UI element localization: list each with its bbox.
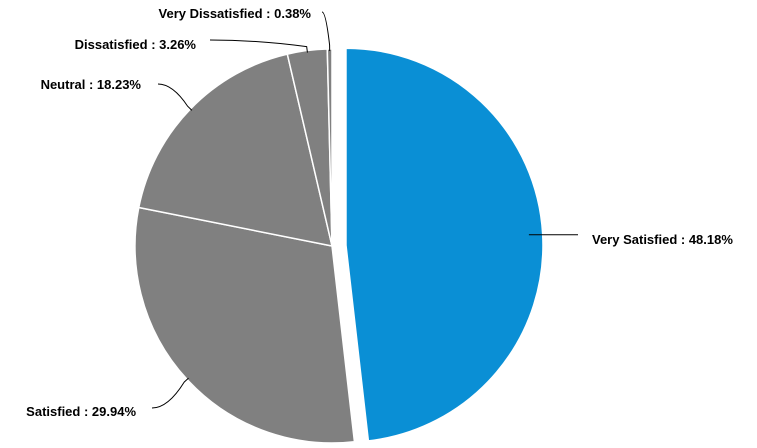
leader-line-satisfied [151,377,189,409]
slices-layer [134,47,544,444]
leader-line-very-dissatisfied [321,11,331,51]
leader-line-dissatisfied [209,39,308,53]
pie-slice-very-satisfied [345,47,544,442]
leader-lines-layer [151,11,578,409]
data-label-satisfied: Satisfied : 29.94% [26,404,136,419]
data-label-very-dissatisfied: Very Dissatisfied : 0.38% [159,6,312,21]
data-label-neutral: Neutral : 18.23% [41,77,142,92]
data-label-dissatisfied: Dissatisfied : 3.26% [75,37,197,52]
labels-layer: Very Satisfied : 48.18% Satisfied : 29.94… [26,6,733,419]
leader-line-neutral [157,83,193,111]
data-label-very-satisfied: Very Satisfied : 48.18% [592,232,733,247]
